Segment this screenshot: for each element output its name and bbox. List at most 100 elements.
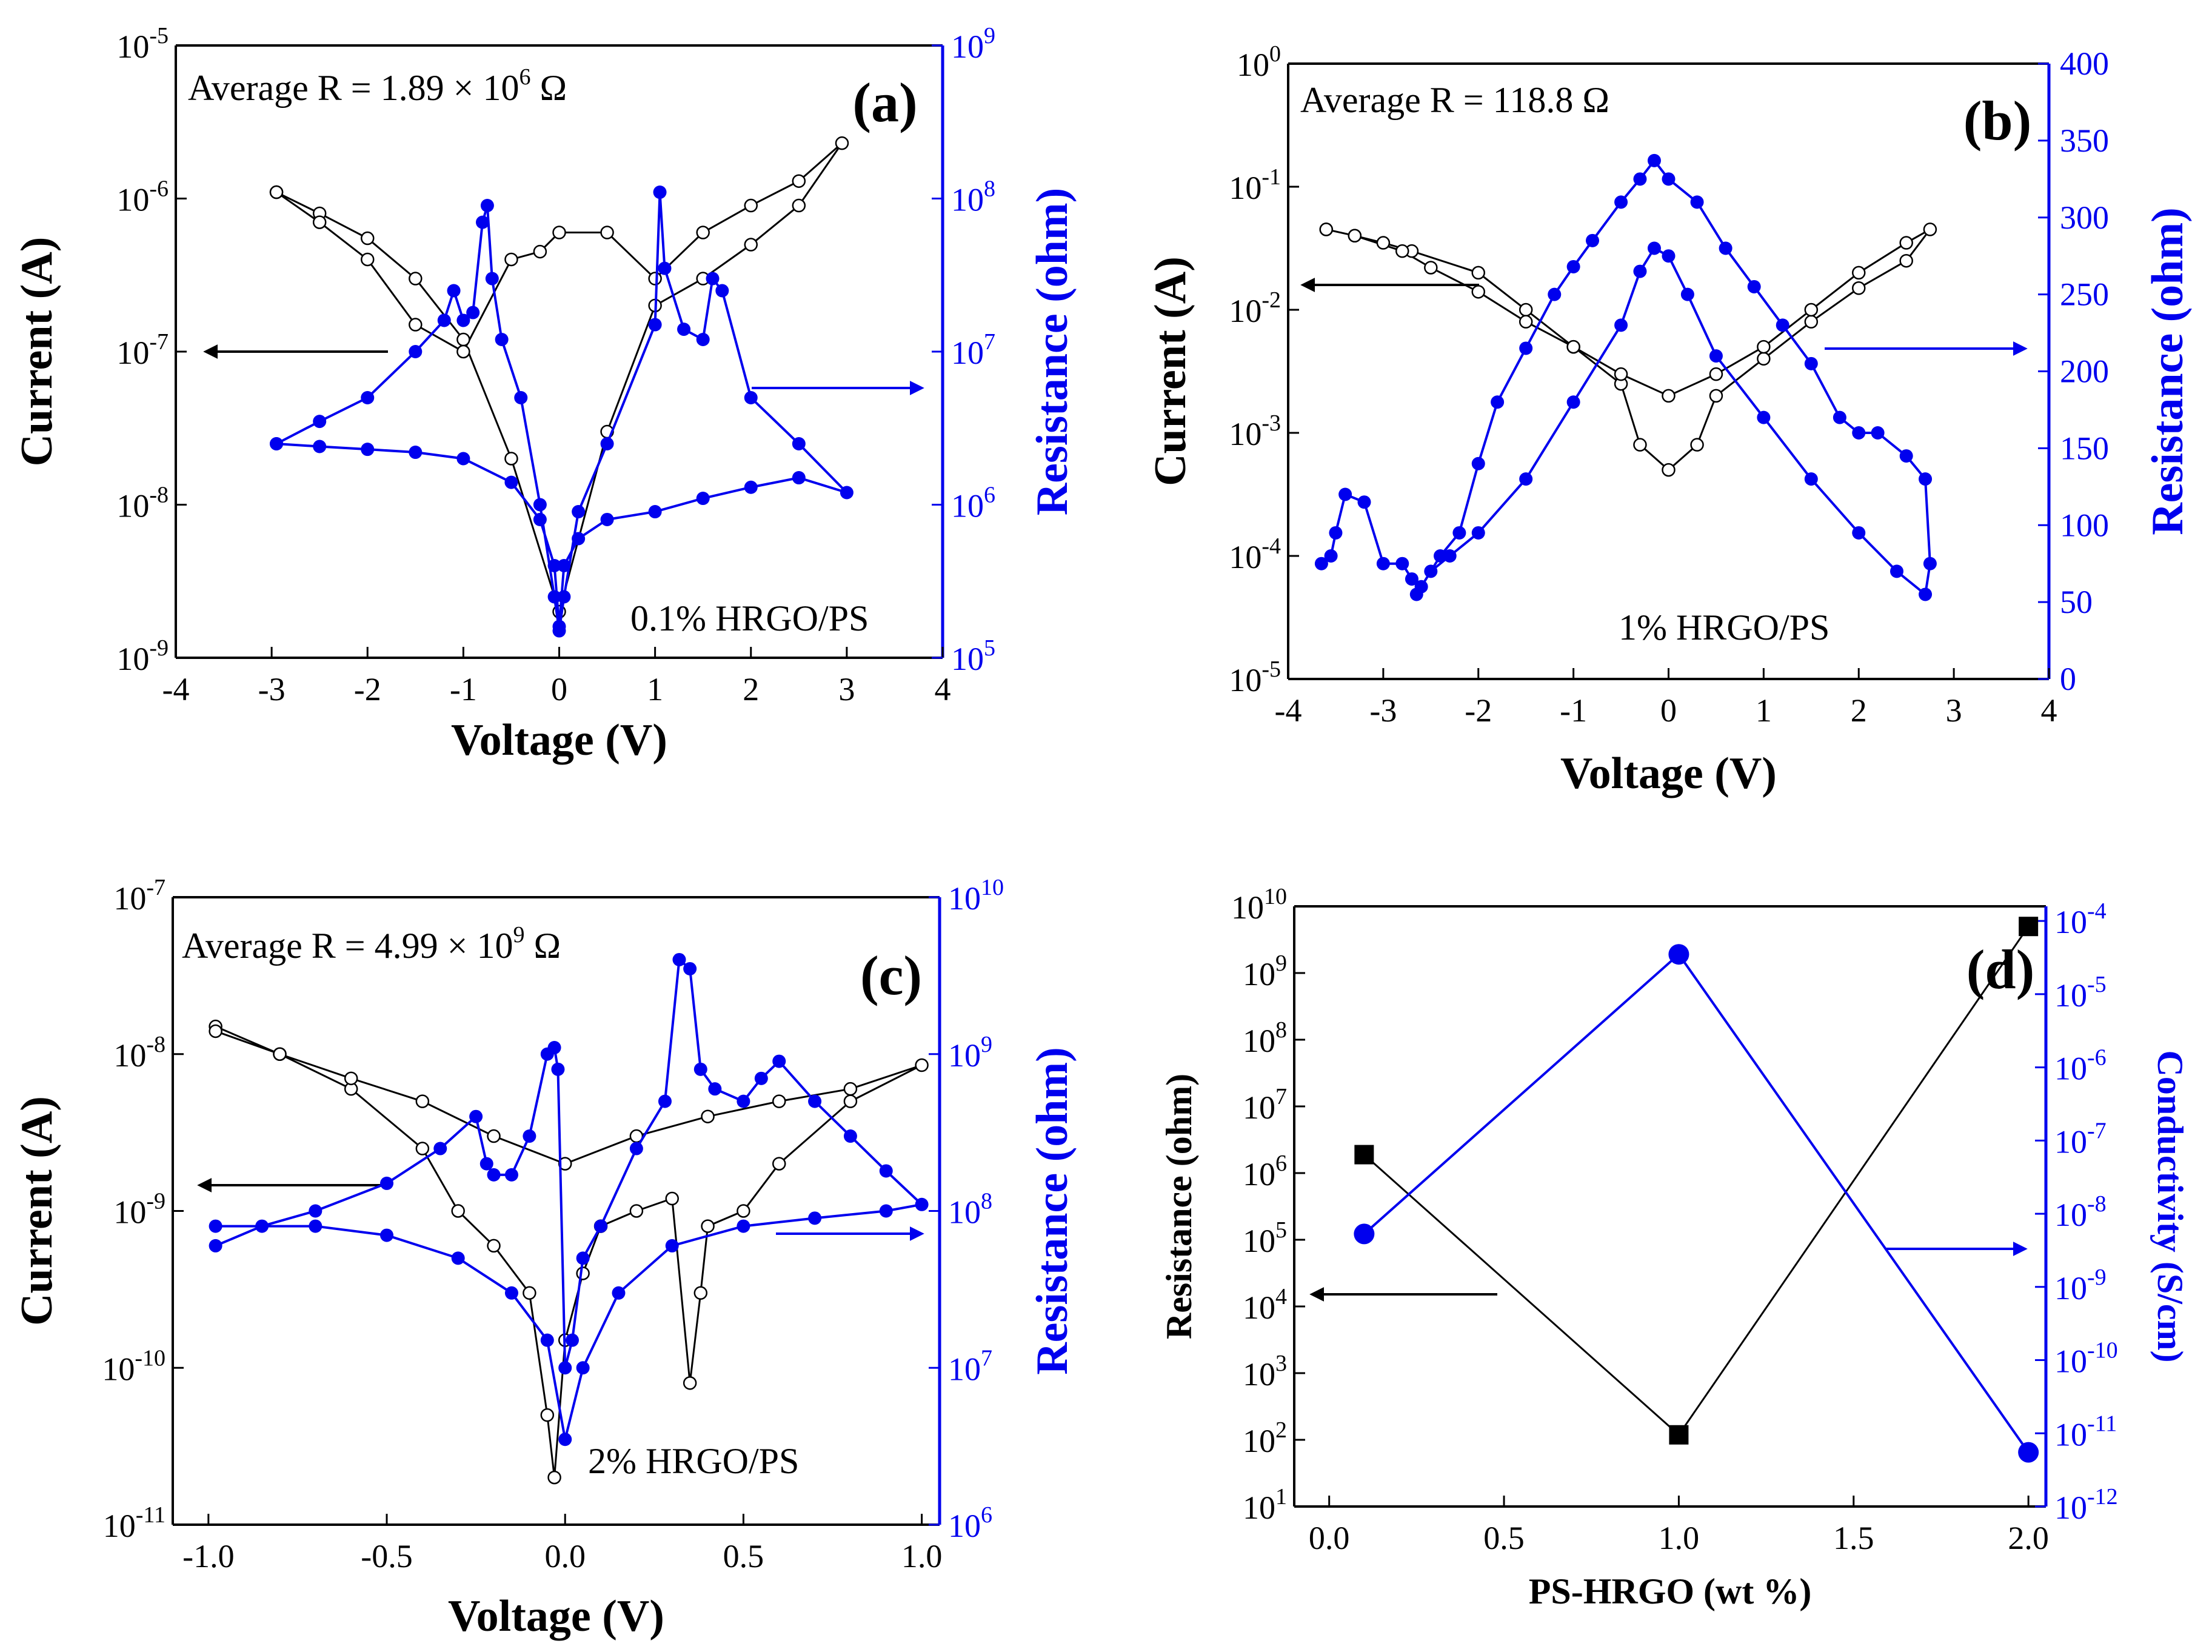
data-point bbox=[576, 1266, 590, 1280]
x-axis-title: PS-HRGO (wt %) bbox=[1529, 1571, 1812, 1611]
x-tick-label: 0.0 bbox=[1309, 1520, 1350, 1556]
data-point bbox=[547, 1041, 561, 1055]
series-line bbox=[1363, 952, 2030, 1453]
x-axis-title: Voltage (V) bbox=[448, 1591, 664, 1641]
x-tick-label: 0 bbox=[1660, 692, 1677, 729]
y-left-axis-title: Resistance (ohm) bbox=[1159, 1074, 1199, 1339]
sample-label: 2% HRGO/PS bbox=[588, 1441, 799, 1481]
data-point bbox=[1348, 229, 1362, 243]
data-point bbox=[2019, 917, 2039, 937]
data-point bbox=[792, 471, 806, 485]
data-point bbox=[737, 1094, 750, 1108]
data-point bbox=[1491, 395, 1505, 409]
y-right-tick-label: 200 bbox=[2060, 353, 2109, 390]
data-point bbox=[843, 1094, 858, 1108]
sample-label: 1% HRGO/PS bbox=[1619, 607, 1829, 647]
data-point bbox=[1338, 487, 1352, 501]
data-point bbox=[677, 323, 691, 336]
y-right-tick-label: 10-11 bbox=[2054, 1411, 2117, 1453]
data-point bbox=[1471, 456, 1485, 470]
data-point bbox=[744, 480, 758, 494]
data-point bbox=[648, 272, 662, 286]
series-resistance bbox=[209, 952, 929, 1446]
data-point bbox=[1324, 549, 1338, 563]
data-point bbox=[456, 332, 470, 347]
data-point bbox=[1405, 572, 1418, 586]
x-tick-label: 2.0 bbox=[2008, 1520, 2049, 1556]
y-left-tick-label: 102 bbox=[1243, 1417, 1287, 1459]
y-right-tick-label: 10-9 bbox=[2054, 1265, 2107, 1306]
y-left-tick-label: 10-2 bbox=[1229, 287, 1281, 329]
x-tick-label: 1.0 bbox=[901, 1538, 943, 1574]
chart-panel-c: -1.0 -0.5 0.0 0.5 1.0 10-11 10-10 10-9 10-8 10-7 1… bbox=[12, 875, 1077, 1641]
data-point bbox=[409, 446, 423, 460]
y-left-tick-label: 10-5 bbox=[116, 23, 169, 65]
data-point bbox=[547, 558, 561, 572]
y-right-tick-label: 350 bbox=[2060, 122, 2109, 159]
data-point bbox=[792, 437, 806, 451]
data-point bbox=[600, 437, 614, 451]
y-right-tick-label: 106 bbox=[951, 483, 995, 524]
y-right-tick-label: 109 bbox=[951, 23, 995, 65]
data-point bbox=[576, 1361, 590, 1375]
y-left-tick-label: 109 bbox=[1243, 951, 1287, 992]
data-point bbox=[1747, 279, 1761, 293]
y-right-tick-label: 300 bbox=[2060, 199, 2109, 236]
data-point bbox=[672, 952, 686, 966]
series-line bbox=[276, 142, 843, 615]
x-tick-label: -1 bbox=[450, 671, 477, 707]
data-point bbox=[1424, 564, 1438, 578]
data-point bbox=[309, 1204, 322, 1218]
data-point bbox=[744, 198, 758, 213]
data-point bbox=[1548, 287, 1562, 301]
data-point bbox=[1633, 172, 1647, 186]
y-right-tick-label: 107 bbox=[948, 1345, 992, 1387]
data-point bbox=[1566, 395, 1580, 409]
y-left-axis-title: Current (A) bbox=[1146, 256, 1195, 486]
data-point bbox=[658, 261, 672, 275]
data-point bbox=[466, 306, 480, 319]
x-tick-label: 4 bbox=[2041, 692, 2057, 729]
data-point bbox=[1409, 587, 1423, 601]
data-point bbox=[1662, 463, 1676, 477]
data-point bbox=[495, 333, 509, 347]
data-point bbox=[409, 345, 423, 358]
data-point bbox=[547, 1470, 561, 1485]
data-point bbox=[361, 252, 375, 267]
y-right-tick-label: 10-5 bbox=[2054, 972, 2107, 1014]
data-point bbox=[1614, 367, 1628, 381]
data-point bbox=[361, 231, 375, 246]
panel-label: (d) bbox=[1966, 938, 2034, 1000]
data-point bbox=[533, 244, 547, 259]
data-point bbox=[1662, 389, 1676, 403]
data-point bbox=[1804, 472, 1818, 486]
y-right-axis-title: Conductivity (S/cm) bbox=[2150, 1051, 2190, 1363]
sample-label: 0.1% HRGO/PS bbox=[630, 598, 869, 638]
x-tick-label: 1.0 bbox=[1659, 1520, 1700, 1556]
data-point bbox=[1319, 222, 1333, 236]
data-point bbox=[552, 620, 566, 634]
data-point bbox=[572, 532, 586, 546]
x-tick-label: -3 bbox=[1369, 692, 1397, 729]
data-point bbox=[558, 1361, 572, 1375]
y-right-tick-label: 100 bbox=[2060, 507, 2109, 543]
series-current bbox=[269, 136, 849, 619]
x-tick-label: 1 bbox=[647, 671, 663, 707]
data-point bbox=[696, 492, 710, 506]
data-point bbox=[665, 1239, 679, 1252]
y-left-tick-label: 10-8 bbox=[113, 1032, 165, 1074]
x-tick-label: 0.0 bbox=[544, 1538, 586, 1574]
data-point bbox=[693, 1062, 707, 1076]
data-point bbox=[696, 226, 710, 239]
y-left-tick-label: 10-10 bbox=[102, 1345, 165, 1387]
x-tick-label: -2 bbox=[1465, 692, 1492, 729]
data-point bbox=[1852, 526, 1866, 540]
y-right-axis-title: Resistance (ohm) bbox=[2143, 207, 2193, 535]
data-point bbox=[361, 443, 375, 456]
data-point bbox=[551, 1062, 565, 1076]
data-point bbox=[209, 1219, 222, 1233]
y-left-tick-label: 10-9 bbox=[116, 635, 169, 677]
y-left-tick-label: 10-9 bbox=[113, 1189, 165, 1231]
data-point bbox=[594, 1219, 608, 1233]
data-point bbox=[808, 1211, 822, 1225]
